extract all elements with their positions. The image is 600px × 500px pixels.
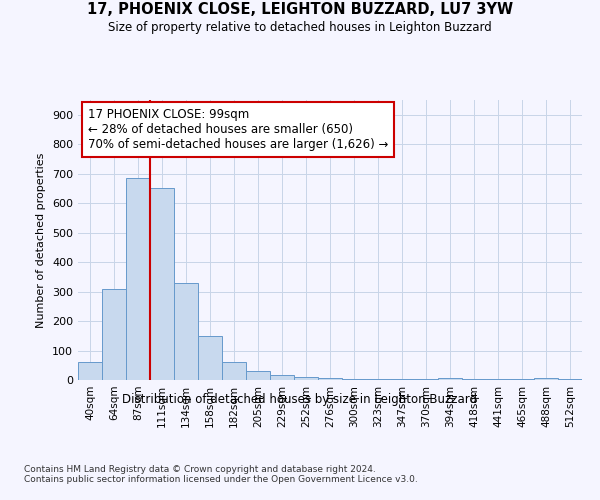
Bar <box>126 178 150 380</box>
Bar <box>534 378 558 380</box>
Bar <box>510 379 534 380</box>
Bar <box>78 362 102 380</box>
Text: 17 PHOENIX CLOSE: 99sqm
← 28% of detached houses are smaller (650)
70% of semi-d: 17 PHOENIX CLOSE: 99sqm ← 28% of detache… <box>88 108 388 152</box>
Bar <box>246 371 270 380</box>
Text: Size of property relative to detached houses in Leighton Buzzard: Size of property relative to detached ho… <box>108 21 492 34</box>
Bar <box>294 377 318 380</box>
Bar <box>222 362 246 380</box>
Bar <box>414 378 438 380</box>
Bar <box>486 379 510 380</box>
Bar <box>198 336 222 380</box>
Bar <box>342 378 366 380</box>
Bar <box>174 282 198 380</box>
Bar <box>558 379 582 380</box>
Bar <box>150 188 174 380</box>
Bar <box>462 379 486 380</box>
Bar <box>366 378 390 380</box>
Text: Contains HM Land Registry data © Crown copyright and database right 2024.
Contai: Contains HM Land Registry data © Crown c… <box>24 465 418 484</box>
Text: 17, PHOENIX CLOSE, LEIGHTON BUZZARD, LU7 3YW: 17, PHOENIX CLOSE, LEIGHTON BUZZARD, LU7… <box>87 2 513 18</box>
Bar <box>270 375 294 380</box>
Y-axis label: Number of detached properties: Number of detached properties <box>37 152 46 328</box>
Bar <box>318 378 342 380</box>
Bar <box>438 378 462 380</box>
Bar <box>102 288 126 380</box>
Bar <box>390 378 414 380</box>
Text: Distribution of detached houses by size in Leighton Buzzard: Distribution of detached houses by size … <box>122 392 478 406</box>
